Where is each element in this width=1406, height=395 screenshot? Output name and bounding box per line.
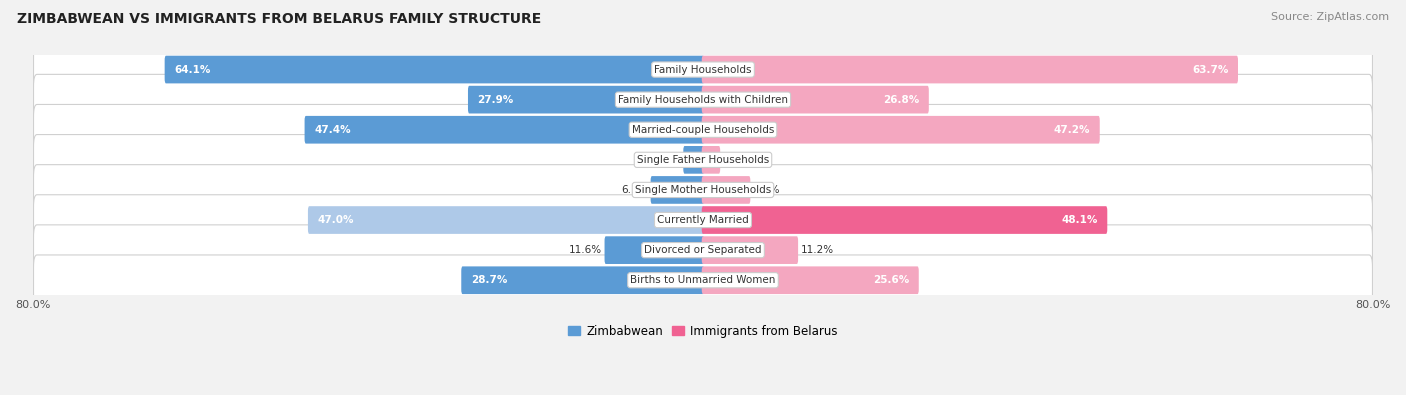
Text: 48.1%: 48.1% bbox=[1062, 215, 1098, 225]
Text: Currently Married: Currently Married bbox=[657, 215, 749, 225]
FancyBboxPatch shape bbox=[305, 116, 704, 144]
Text: 25.6%: 25.6% bbox=[873, 275, 910, 285]
FancyBboxPatch shape bbox=[34, 255, 1372, 305]
Text: Source: ZipAtlas.com: Source: ZipAtlas.com bbox=[1271, 12, 1389, 22]
Text: 6.1%: 6.1% bbox=[621, 185, 648, 195]
Text: 47.0%: 47.0% bbox=[318, 215, 354, 225]
FancyBboxPatch shape bbox=[34, 195, 1372, 245]
FancyBboxPatch shape bbox=[34, 135, 1372, 185]
FancyBboxPatch shape bbox=[34, 225, 1372, 275]
Text: 2.2%: 2.2% bbox=[654, 155, 681, 165]
Text: Single Father Households: Single Father Households bbox=[637, 155, 769, 165]
Text: Single Mother Households: Single Mother Households bbox=[636, 185, 770, 195]
Text: Births to Unmarried Women: Births to Unmarried Women bbox=[630, 275, 776, 285]
FancyBboxPatch shape bbox=[165, 56, 704, 83]
FancyBboxPatch shape bbox=[702, 206, 1108, 234]
Legend: Zimbabwean, Immigrants from Belarus: Zimbabwean, Immigrants from Belarus bbox=[564, 320, 842, 342]
FancyBboxPatch shape bbox=[34, 165, 1372, 215]
FancyBboxPatch shape bbox=[34, 74, 1372, 125]
Text: 28.7%: 28.7% bbox=[471, 275, 508, 285]
FancyBboxPatch shape bbox=[702, 56, 1239, 83]
Text: 64.1%: 64.1% bbox=[174, 64, 211, 75]
FancyBboxPatch shape bbox=[702, 86, 929, 113]
FancyBboxPatch shape bbox=[468, 86, 704, 113]
FancyBboxPatch shape bbox=[651, 176, 704, 204]
Text: ZIMBABWEAN VS IMMIGRANTS FROM BELARUS FAMILY STRUCTURE: ZIMBABWEAN VS IMMIGRANTS FROM BELARUS FA… bbox=[17, 12, 541, 26]
Text: Family Households: Family Households bbox=[654, 64, 752, 75]
Text: 11.2%: 11.2% bbox=[801, 245, 834, 255]
Text: 63.7%: 63.7% bbox=[1192, 64, 1229, 75]
FancyBboxPatch shape bbox=[702, 176, 751, 204]
FancyBboxPatch shape bbox=[702, 266, 918, 294]
Text: 26.8%: 26.8% bbox=[883, 95, 920, 105]
Text: 5.5%: 5.5% bbox=[754, 185, 780, 195]
Text: Married-couple Households: Married-couple Households bbox=[631, 125, 775, 135]
Text: 11.6%: 11.6% bbox=[568, 245, 602, 255]
Text: 47.4%: 47.4% bbox=[314, 125, 352, 135]
FancyBboxPatch shape bbox=[34, 104, 1372, 155]
Text: 27.9%: 27.9% bbox=[478, 95, 513, 105]
FancyBboxPatch shape bbox=[461, 266, 704, 294]
Text: 47.2%: 47.2% bbox=[1053, 125, 1090, 135]
FancyBboxPatch shape bbox=[308, 206, 704, 234]
FancyBboxPatch shape bbox=[605, 236, 704, 264]
FancyBboxPatch shape bbox=[702, 236, 799, 264]
FancyBboxPatch shape bbox=[683, 146, 704, 174]
FancyBboxPatch shape bbox=[702, 146, 720, 174]
FancyBboxPatch shape bbox=[702, 116, 1099, 144]
Text: 1.9%: 1.9% bbox=[723, 155, 749, 165]
Text: Divorced or Separated: Divorced or Separated bbox=[644, 245, 762, 255]
Text: Family Households with Children: Family Households with Children bbox=[619, 95, 787, 105]
FancyBboxPatch shape bbox=[34, 44, 1372, 95]
